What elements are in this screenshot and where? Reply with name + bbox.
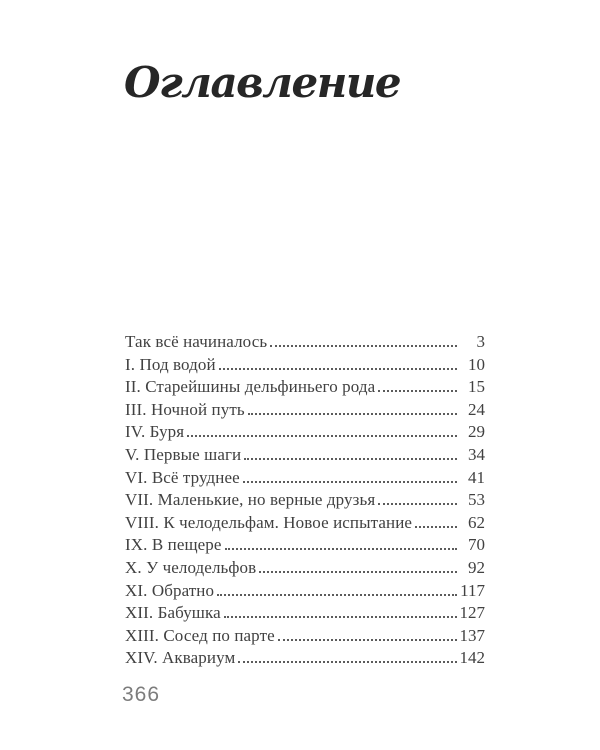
dot-leader — [223, 615, 457, 619]
page-title: Оглавление — [124, 58, 402, 107]
toc-entry: V. Первые шаги 34 — [125, 445, 485, 468]
toc-entry-page: 62 — [468, 512, 485, 532]
toc-entry-page: 92 — [468, 557, 485, 577]
toc-entry-page: 10 — [468, 354, 485, 374]
toc-entry-page: 15 — [468, 377, 485, 397]
toc-entry: I. Под водой 10 — [125, 355, 485, 378]
dot-leader — [378, 502, 457, 506]
toc-entry-label: IX. В пещере — [125, 535, 222, 555]
toc-list: Так всё начиналось 3 I. Под водой 10 II.… — [125, 332, 485, 671]
toc-entry-label: XII. Бабушка — [125, 603, 221, 623]
dot-leader — [247, 412, 457, 415]
toc-entry-page: 41 — [468, 467, 485, 487]
page-number: 366 — [122, 683, 161, 706]
toc-entry: III. Ночной путь 24 — [125, 400, 485, 423]
toc-entry: XIV. Аквариум 142 — [125, 648, 485, 671]
dot-leader — [238, 660, 457, 664]
dot-leader — [217, 593, 457, 596]
toc-entry-label: Так всё начиналось — [125, 332, 268, 351]
toc-entry-label: VI. Всё труднее — [125, 467, 240, 487]
toc-entry: XII. Бабушка 127 — [125, 603, 485, 626]
toc-entry-page: 3 — [476, 332, 486, 351]
dot-leader — [187, 434, 457, 438]
dot-leader — [244, 457, 457, 460]
toc-entry-page: 70 — [468, 535, 485, 555]
toc-entry: X. У челодельфов 92 — [125, 558, 485, 581]
toc-entry-page: 29 — [468, 422, 485, 442]
toc-entry-label: II. Старейшины дельфиньего рода — [125, 377, 376, 397]
dot-leader — [224, 547, 457, 551]
toc-entry: IX. В пещере 70 — [125, 535, 485, 558]
toc-entry: XIII. Сосед по парте 137 — [125, 626, 485, 649]
dot-leader — [270, 344, 457, 347]
toc-entry: VI. Всё труднее 41 — [125, 468, 485, 491]
toc-entry: XI. Обратно 117 — [125, 581, 485, 604]
toc-entry-page: 24 — [468, 399, 485, 419]
toc-entry: Так всё начиналось 3 — [125, 332, 485, 355]
toc-entry-label: I. Под водой — [125, 354, 216, 374]
dot-leader — [277, 638, 457, 641]
dot-leader — [242, 480, 457, 483]
toc-entry-page: 53 — [468, 490, 485, 510]
toc-entry-page: 137 — [459, 625, 486, 645]
toc-entry: VII. Маленькие, но верные друзья 53 — [125, 490, 485, 513]
toc-entry: IV. Буря 29 — [125, 422, 485, 445]
toc-entry-page: 34 — [468, 444, 485, 464]
dot-leader — [378, 389, 457, 393]
toc-entry-label: VIII. К челодельфам. Новое испытание — [125, 512, 413, 532]
dot-leader — [259, 570, 457, 573]
toc-entry-label: XIV. Аквариум — [125, 648, 236, 668]
toc-entry-label: XIII. Сосед по парте — [125, 625, 275, 645]
toc-entry: VIII. К челодельфам. Новое испытание 62 — [125, 513, 485, 536]
toc-entry-label: III. Ночной путь — [125, 399, 245, 419]
dot-leader — [218, 367, 457, 370]
toc-entry-label: XI. Обратно — [125, 580, 215, 600]
toc-entry-label: V. Первые шаги — [125, 444, 242, 464]
toc-entry-label: VII. Маленькие, но верные друзья — [125, 490, 376, 510]
toc-entry-page: 127 — [459, 603, 486, 623]
dot-leader — [415, 525, 457, 528]
toc-entry-label: IV. Буря — [125, 422, 185, 442]
toc-entry: II. Старейшины дельфиньего рода 15 — [125, 377, 485, 400]
toc-entry-page: 117 — [460, 580, 485, 600]
toc-entry-page: 142 — [459, 648, 486, 668]
toc-entry-label: X. У челодельфов — [125, 557, 257, 577]
